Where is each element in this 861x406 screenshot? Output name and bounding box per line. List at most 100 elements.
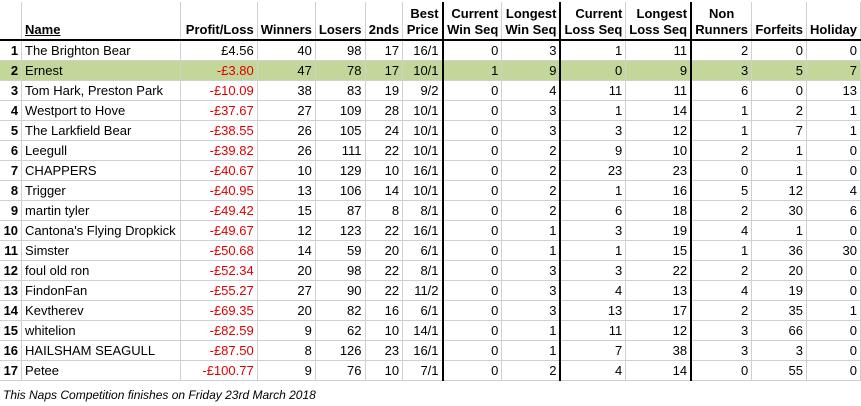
current-win-seq-cell: 0 (441, 320, 503, 341)
losers-cell: 111 (315, 140, 366, 161)
standings-table: Name Profit/Loss Winners Losers 2nds Bes… (0, 2, 861, 381)
rank-cell: 6 (0, 140, 23, 161)
seconds-cell: 20 (365, 240, 404, 261)
seconds-cell: 22 (365, 280, 404, 301)
current-win-seq-cell: 0 (441, 200, 503, 221)
header-seconds: 2nds (365, 2, 404, 41)
rank-cell: 1 (0, 40, 23, 61)
current-loss-seq-cell: 7 (560, 340, 627, 361)
table-row: 3 Tom Hark, Preston Park -£10.09 38 83 19 9/2 0… (0, 80, 861, 101)
profit-loss-cell: -£69.35 (180, 300, 258, 321)
seconds-cell: 14 (365, 180, 404, 201)
rank-cell: 10 (0, 220, 23, 241)
name-cell: The Larkfield Bear (21, 120, 181, 141)
longest-win-seq-cell: 1 (501, 220, 562, 241)
seconds-cell: 22 (365, 140, 404, 161)
holiday-cell: 6 (806, 200, 861, 221)
longest-loss-seq-cell: 9 (625, 60, 693, 81)
longest-win-seq-cell: 2 (501, 180, 562, 201)
table-row: 16 HAILSHAM SEAGULL -£87.50 8 126 23 16/1 0 1 7 38… (0, 340, 861, 361)
best-price-cell: 11/2 (402, 280, 444, 301)
longest-win-seq-cell: 1 (501, 340, 562, 361)
current-loss-seq-cell: 3 (560, 260, 627, 281)
holiday-cell: 0 (806, 360, 861, 381)
longest-loss-seq-cell: 12 (625, 320, 693, 341)
current-win-seq-cell: 0 (441, 360, 503, 381)
seconds-cell: 16 (365, 300, 404, 321)
best-price-cell: 10/1 (402, 180, 444, 201)
non-runners-cell: 2 (691, 260, 753, 281)
current-win-seq-cell: 0 (441, 40, 503, 61)
table-row: 8 Trigger -£40.95 13 106 14 10/1 0 2 1 16 5 12 4 (0, 180, 861, 201)
forfeits-cell: 19 (751, 280, 807, 301)
current-loss-seq-cell: 4 (560, 280, 627, 301)
winners-cell: 15 (257, 200, 316, 221)
non-runners-cell: 3 (691, 320, 753, 341)
profit-loss-cell: -£39.82 (180, 140, 258, 161)
current-loss-seq-cell: 4 (560, 360, 627, 381)
losers-cell: 82 (315, 300, 366, 321)
table-row: 12 foul old ron -£52.34 20 98 22 8/1 0 3 3 22 2 20 0 (0, 260, 861, 281)
name-cell: Leegull (21, 140, 181, 161)
seconds-cell: 23 (365, 340, 404, 361)
name-cell: Simster (21, 240, 181, 261)
winners-cell: 20 (257, 260, 316, 281)
longest-win-seq-cell: 2 (501, 360, 562, 381)
current-win-seq-cell: 0 (441, 180, 503, 201)
best-price-cell: 10/1 (402, 120, 444, 141)
longest-win-seq-cell: 3 (501, 260, 562, 281)
standings-body: Name Profit/Loss Winners Losers 2nds Bes… (0, 2, 861, 381)
header-longest-loss-seq-line2: Loss Seq (629, 22, 688, 37)
current-win-seq-cell: 0 (441, 120, 503, 141)
forfeits-cell: 66 (751, 320, 807, 341)
table-row: 7 CHAPPERS -£40.67 10 129 10 16/1 0 2 23 23 0 1 0 (0, 160, 861, 181)
header-current-loss-seq: Current Loss Seq (560, 2, 627, 41)
longest-win-seq-cell: 9 (501, 60, 562, 81)
rank-cell: 2 (0, 60, 23, 81)
header-longest-win-seq: Longest Win Seq (501, 2, 562, 41)
current-win-seq-cell: 1 (441, 60, 503, 81)
best-price-cell: 6/1 (402, 300, 444, 321)
best-price-cell: 16/1 (402, 340, 444, 361)
holiday-cell: 1 (806, 120, 861, 141)
table-row: 9 martin tyler -£49.42 15 87 8 8/1 0 2 6 18 2 30 6 (0, 200, 861, 221)
name-cell: Ernest (21, 60, 181, 81)
table-row: 11 Simster -£50.68 14 59 20 6/1 0 1 1 15 1 36 30 (0, 240, 861, 261)
current-win-seq-cell: 0 (441, 280, 503, 301)
profit-loss-cell: -£52.34 (180, 260, 258, 281)
name-cell: foul old ron (21, 260, 181, 281)
table-row: 6 Leegull -£39.82 26 111 22 10/1 0 2 9 10 2 1 0 (0, 140, 861, 161)
header-losers: Losers (315, 2, 366, 41)
current-loss-seq-cell: 1 (560, 40, 627, 61)
competition-footer-note: This Naps Competition finishes on Friday… (3, 388, 316, 402)
table-row: 2 Ernest -£3.80 47 78 17 10/1 1 9 0 9 3 5 7 (0, 60, 861, 81)
non-runners-cell: 2 (691, 140, 753, 161)
seconds-cell: 22 (365, 220, 404, 241)
header-best-price-line2: Price (406, 22, 439, 37)
profit-loss-cell: -£49.67 (180, 220, 258, 241)
best-price-cell: 10/1 (402, 140, 444, 161)
profit-loss-cell: -£40.95 (180, 180, 258, 201)
holiday-cell: 0 (806, 220, 861, 241)
forfeits-cell: 0 (751, 80, 807, 101)
winners-cell: 9 (257, 320, 316, 341)
rank-cell: 16 (0, 340, 23, 361)
winners-cell: 12 (257, 220, 316, 241)
rank-cell: 14 (0, 300, 23, 321)
header-forfeits: Forfeits (751, 2, 807, 41)
best-price-cell: 16/1 (402, 40, 444, 61)
longest-loss-seq-cell: 14 (625, 360, 693, 381)
header-longest-win-seq-line1: Longest (505, 6, 557, 21)
current-win-seq-cell: 0 (441, 240, 503, 261)
table-row: 10 Cantona's Flying Dropkick -£49.67 12 123 2… (0, 220, 861, 241)
holiday-cell: 30 (806, 240, 861, 261)
profit-loss-cell: -£87.50 (180, 340, 258, 361)
current-win-seq-cell: 0 (441, 140, 503, 161)
longest-win-seq-cell: 3 (501, 100, 562, 121)
profit-loss-cell: -£40.67 (180, 160, 258, 181)
holiday-cell: 1 (806, 300, 861, 321)
winners-cell: 47 (257, 60, 316, 81)
winners-cell: 27 (257, 100, 316, 121)
winners-cell: 27 (257, 280, 316, 301)
header-current-loss-seq-line2: Loss Seq (564, 22, 623, 37)
